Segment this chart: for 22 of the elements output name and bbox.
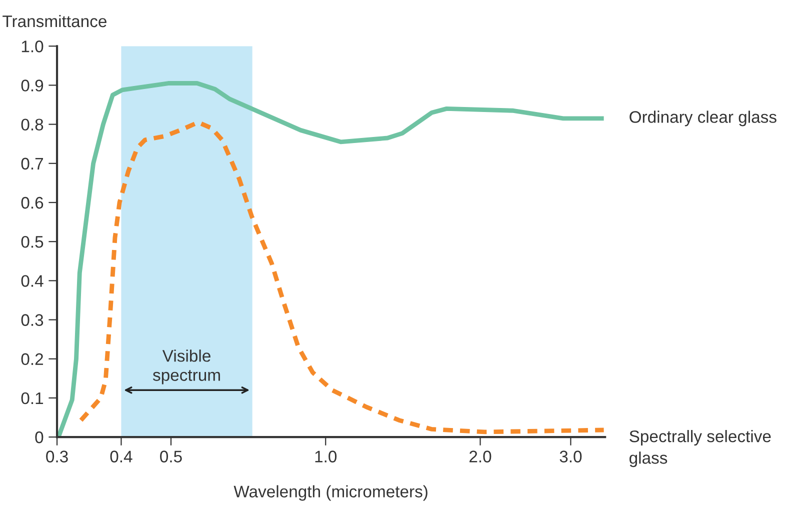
y-tick-label: 0.7 xyxy=(21,158,43,170)
y-tick-label: 0.1 xyxy=(21,392,44,404)
y-tick-label: 0 xyxy=(35,431,44,444)
y-axis-title: Transmittance xyxy=(2,14,106,28)
x-tick-label: 3.0 xyxy=(560,450,582,462)
x-tick-label: 0.3 xyxy=(46,450,68,462)
x-tick-label: 2.0 xyxy=(470,450,492,462)
y-tick-label: 0.2 xyxy=(21,353,43,366)
series-label: Ordinary clear glass xyxy=(630,110,776,126)
x-tick-label: 1.0 xyxy=(315,450,337,462)
y-tick-label: 0.6 xyxy=(21,196,44,209)
y-tick-label: 0.9 xyxy=(21,80,44,92)
y-tick-label: 1.0 xyxy=(22,40,44,52)
series-label: Spectrally selective glass xyxy=(630,430,771,468)
x-axis-title: Wavelength (micrometers) xyxy=(234,485,428,501)
band-label: Visible spectrum xyxy=(152,350,220,384)
x-tick-label: 0.5 xyxy=(160,450,182,462)
y-tick-label: 0.3 xyxy=(21,314,44,326)
x-tick-label: 0.4 xyxy=(110,450,132,462)
y-tick-label: 0.4 xyxy=(21,275,44,287)
y-tick-label: 0.8 xyxy=(21,118,44,131)
y-tick-label: 0.5 xyxy=(21,236,44,248)
